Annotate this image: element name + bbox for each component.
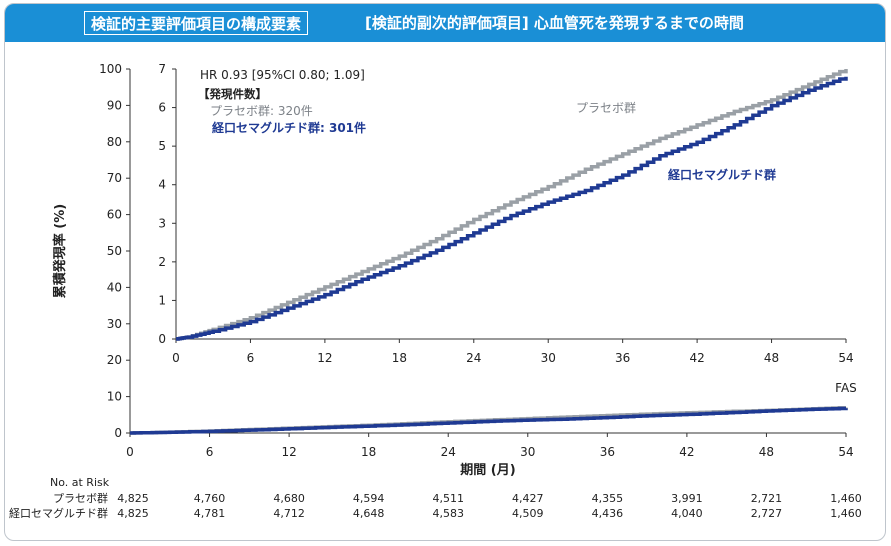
inset-series-line-1: [176, 69, 848, 341]
endpoint-badge: 検証的主要評価項目の構成要素: [84, 11, 309, 35]
inset-x-tick-label: 42: [689, 351, 704, 365]
events-placebo: プラセボ群: 320件: [210, 104, 313, 118]
at-risk-value: 3,991: [671, 492, 703, 505]
inset-y-tick-label: 1: [158, 293, 166, 307]
main-y-tick-label: 90: [107, 98, 122, 112]
main-x-tick-label: 36: [600, 445, 615, 459]
chart-title: [検証的副次的評価項目] 心血管死を発現するまでの時間: [365, 14, 744, 32]
at-risk-value: 4,583: [432, 507, 464, 520]
inset-x-tick-label: 36: [615, 351, 630, 365]
at-risk-value: 4,436: [592, 507, 624, 520]
main-y-tick-label: 20: [107, 353, 122, 367]
main-x-tick-label: 48: [759, 445, 774, 459]
main-y-tick-label: 100: [99, 62, 122, 76]
events-title: 【発現件数】: [198, 87, 267, 101]
series-label-placebo: プラセボ群: [576, 101, 636, 115]
main-x-tick-label: 42: [679, 445, 694, 459]
inset-x-tick-label: 18: [392, 351, 407, 365]
at-risk-value: 4,825: [117, 507, 149, 520]
at-risk-value: 2,721: [751, 492, 783, 505]
inset-y-tick-label: 2: [158, 255, 166, 269]
inset-y-tick-label: 0: [158, 332, 166, 346]
inset-y-tick-label: 4: [158, 178, 166, 192]
series-label-semaglutide: 経口セマグルチド群: [668, 167, 776, 182]
inset-x-tick-label: 30: [541, 351, 556, 365]
at-risk-value: 4,760: [194, 492, 226, 505]
main-y-tick-label: 30: [107, 317, 122, 331]
main-y-tick-label: 60: [107, 208, 122, 222]
population-label: FAS: [835, 381, 857, 395]
at-risk-value: 4,355: [592, 492, 624, 505]
inset-y-tick-label: 5: [158, 139, 166, 153]
at-risk-value: 4,680: [273, 492, 305, 505]
inset-y-tick-label: 7: [158, 62, 166, 76]
at-risk-value: 4,040: [671, 507, 703, 520]
main-y-tick-label: 50: [107, 244, 122, 258]
at-risk-value: 2,727: [751, 507, 783, 520]
at-risk-value: 4,781: [194, 507, 226, 520]
inset-x-tick-label: 0: [172, 351, 180, 365]
at-risk-value: 4,427: [512, 492, 544, 505]
inset-y-tick-label: 3: [158, 216, 166, 230]
at-risk-row-label: プラセボ群: [53, 491, 108, 505]
inset-x-tick-label: 6: [247, 351, 255, 365]
main-y-tick-label: 0: [114, 426, 122, 440]
events-semaglutide: 経口セマグルチド群: 301件: [212, 120, 366, 135]
hazard-ratio-text: HR 0.93 [95%CI 0.80; 1.09]: [200, 68, 365, 82]
figure-card: 検証的主要評価項目の構成要素 [検証的副次的評価項目] 心血管死を発現するまでの…: [4, 3, 886, 541]
x-axis-title: 期間 (月): [460, 463, 515, 478]
inset-x-tick-label: 54: [838, 351, 853, 365]
at-risk-value: 4,511: [432, 492, 464, 505]
at-risk-value: 1,460: [830, 507, 862, 520]
inset-x-tick-label: 24: [466, 351, 481, 365]
main-y-tick-label: 10: [107, 390, 122, 404]
inset-y-tick-label: 6: [158, 101, 166, 115]
at-risk-value: 4,594: [353, 492, 385, 505]
inset-series-line-2: [176, 76, 848, 341]
main-x-tick-label: 30: [520, 445, 535, 459]
title-banner: 検証的主要評価項目の構成要素 [検証的副次的評価項目] 心血管死を発現するまでの…: [5, 4, 885, 42]
main-y-tick-label: 70: [107, 171, 122, 185]
main-x-tick-label: 54: [838, 445, 853, 459]
at-risk-value: 4,648: [353, 507, 385, 520]
at-risk-row-label: 経口セマグルチド群: [9, 506, 108, 520]
main-series-line-2: [130, 406, 848, 435]
main-x-tick-label: 6: [206, 445, 214, 459]
main-x-tick-label: 0: [126, 445, 134, 459]
main-x-tick-label: 12: [281, 445, 296, 459]
main-x-tick-label: 18: [361, 445, 376, 459]
at-risk-value: 4,509: [512, 507, 544, 520]
inset-x-tick-label: 12: [317, 351, 332, 365]
at-risk-value: 1,460: [830, 492, 862, 505]
inset-x-tick-label: 48: [764, 351, 779, 365]
main-y-tick-label: 40: [107, 280, 122, 294]
y-axis-title: 累積発現率 (%): [52, 204, 68, 298]
at-risk-value: 4,825: [117, 492, 149, 505]
main-x-tick-label: 24: [441, 445, 456, 459]
main-y-tick-label: 80: [107, 135, 122, 149]
at-risk-title: No. at Risk: [50, 476, 110, 489]
at-risk-value: 4,712: [273, 507, 305, 520]
